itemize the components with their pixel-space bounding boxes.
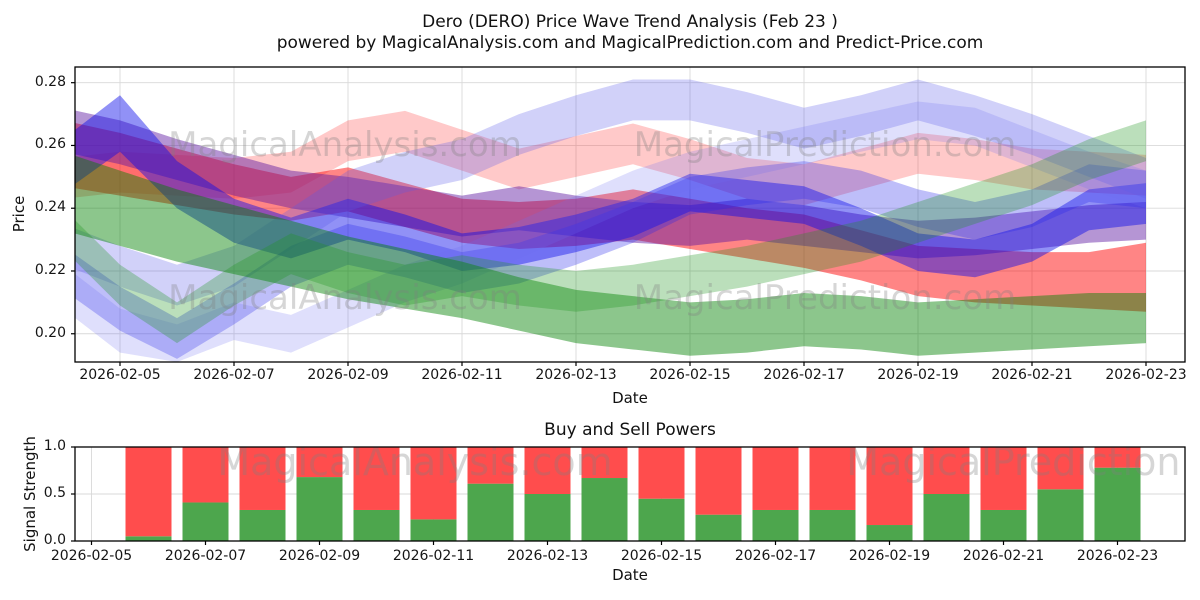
price-x-tick-label: 2026-02-23: [1105, 367, 1187, 383]
power-x-tick-label: 2026-02-19: [848, 548, 931, 564]
buy-bar-segment: [923, 494, 970, 541]
power-x-tick-label: 2026-02-09: [278, 548, 361, 564]
sell-bar-segment: [581, 447, 628, 479]
power-x-tick-label: 2026-02-17: [734, 548, 817, 564]
buy-bar-segment: [524, 494, 571, 541]
watermark-text: MagicalAnalysis.com: [168, 125, 522, 165]
price-y-tick-label: 0.22: [34, 261, 66, 278]
wave-band-red-wave-light: [75, 110, 1146, 206]
price-x-tick-label: 2026-02-13: [535, 367, 617, 383]
watermark-text: MagicalPrediction.com: [634, 125, 1017, 165]
price-y-tick-label: 0.24: [34, 199, 66, 216]
buy-bar-segment: [182, 502, 229, 541]
watermark-text: MagicalAnalysis.com: [217, 440, 612, 484]
price-y-tick-label: 0.20: [34, 324, 66, 341]
price-x-axis-label: Date: [612, 389, 648, 407]
buy-bar-segment: [581, 478, 628, 541]
price-x-tick-label: 2026-02-21: [991, 367, 1073, 383]
price-x-tick-label: 2026-02-11: [421, 367, 503, 383]
wave-band-blue-wave-mid: [75, 161, 1146, 359]
wave-bands: [75, 79, 1146, 362]
sell-bar-segment: [410, 447, 457, 520]
sell-bar-segment: [296, 447, 343, 478]
watermark-text: MagicalAnalysis.com: [168, 278, 522, 318]
power-x-tick-label: 2026-02-07: [164, 548, 247, 564]
buy-bar-segment: [695, 514, 742, 541]
buy-bar-segment: [980, 509, 1027, 541]
wave-band-red-wave-main: [75, 122, 1146, 312]
power-y-tick-label: 0.0: [43, 532, 66, 548]
price-x-tick-label: 2026-02-07: [193, 367, 275, 383]
sell-bar-segment: [524, 447, 571, 494]
power-x-tick-label: 2026-02-13: [506, 548, 589, 564]
price-plot-border: [74, 66, 1186, 363]
sell-bar-segment: [695, 447, 742, 515]
power-y-tick-label: 1.0: [43, 438, 66, 454]
sell-bar-segment: [182, 447, 229, 503]
price-y-tick-label: 0.28: [34, 73, 66, 90]
buy-bar-segment: [638, 498, 685, 541]
sell-bar-segment: [809, 447, 856, 510]
price-wave-chart: MagicalAnalysis.com MagicalPrediction.com…: [71, 66, 1186, 366]
buy-bar-segment: [239, 509, 286, 541]
wave-band-blue-wave-main: [75, 95, 1146, 278]
buy-bar-segment: [809, 509, 856, 541]
price-x-tick-label: 2026-02-19: [877, 367, 959, 383]
buy-bar-segment: [125, 536, 172, 541]
wave-band-green-wave-main: [75, 155, 1146, 356]
sell-bar-segment: [638, 447, 685, 499]
price-x-tick-label: 2026-02-05: [79, 367, 161, 383]
sell-bar-segment: [1094, 447, 1141, 468]
price-x-tick-label: 2026-02-17: [763, 367, 845, 383]
wave-band-periwinkle-arc: [75, 79, 1146, 306]
bars: [125, 447, 1141, 541]
power-x-tick-label: 2026-02-15: [620, 548, 703, 564]
sell-bar-segment: [353, 447, 400, 510]
buy-bar-segment: [296, 477, 343, 541]
buy-bar-segment: [467, 483, 514, 541]
power-x-tick-label: 2026-02-23: [1076, 548, 1159, 564]
watermark-text: MagicalPrediction.com: [634, 278, 1017, 318]
sell-bar-segment: [866, 447, 913, 526]
sell-bar-segment: [980, 447, 1027, 510]
wave-band-purple-wave: [75, 110, 1146, 259]
watermark-text: MagicalPrediction.com: [846, 440, 1200, 484]
price-y-tick-label: 0.26: [34, 136, 66, 153]
price-x-tick-label: 2026-02-15: [649, 367, 731, 383]
power-x-axis-label: Date: [612, 566, 648, 584]
power-x-tick-label: 2026-02-05: [50, 548, 133, 564]
buy-bar-segment: [410, 519, 457, 541]
buy-sell-chart: MagicalAnalysis.com MagicalPrediction.com: [71, 440, 1200, 545]
wave-band-green-wave-light: [75, 120, 1146, 344]
power-x-tick-label: 2026-02-11: [392, 548, 475, 564]
power-x-tick-label: 2026-02-21: [962, 548, 1045, 564]
sell-bar-segment: [125, 447, 172, 537]
buy-bar-segment: [1037, 489, 1084, 541]
figure-subtitle: powered by MagicalAnalysis.com and Magic…: [276, 33, 984, 53]
power-y-tick-label: 0.5: [43, 485, 66, 501]
sell-bar-segment: [239, 447, 286, 510]
power-chart-title: Buy and Sell Powers: [544, 420, 716, 440]
price-x-tick-label: 2026-02-09: [307, 367, 389, 383]
buy-bar-segment: [752, 509, 799, 541]
buy-bar-segment: [1094, 467, 1141, 541]
buy-bar-segment: [353, 509, 400, 541]
sell-bar-segment: [923, 447, 970, 494]
sell-bar-segment: [752, 447, 799, 510]
figure-title: Dero (DERO) Price Wave Trend Analysis (F…: [422, 12, 838, 32]
sell-bar-segment: [1037, 447, 1084, 490]
buy-bar-segment: [866, 525, 913, 541]
sell-bar-segment: [467, 447, 514, 484]
wave-band-periwinkle-low: [75, 101, 1146, 362]
